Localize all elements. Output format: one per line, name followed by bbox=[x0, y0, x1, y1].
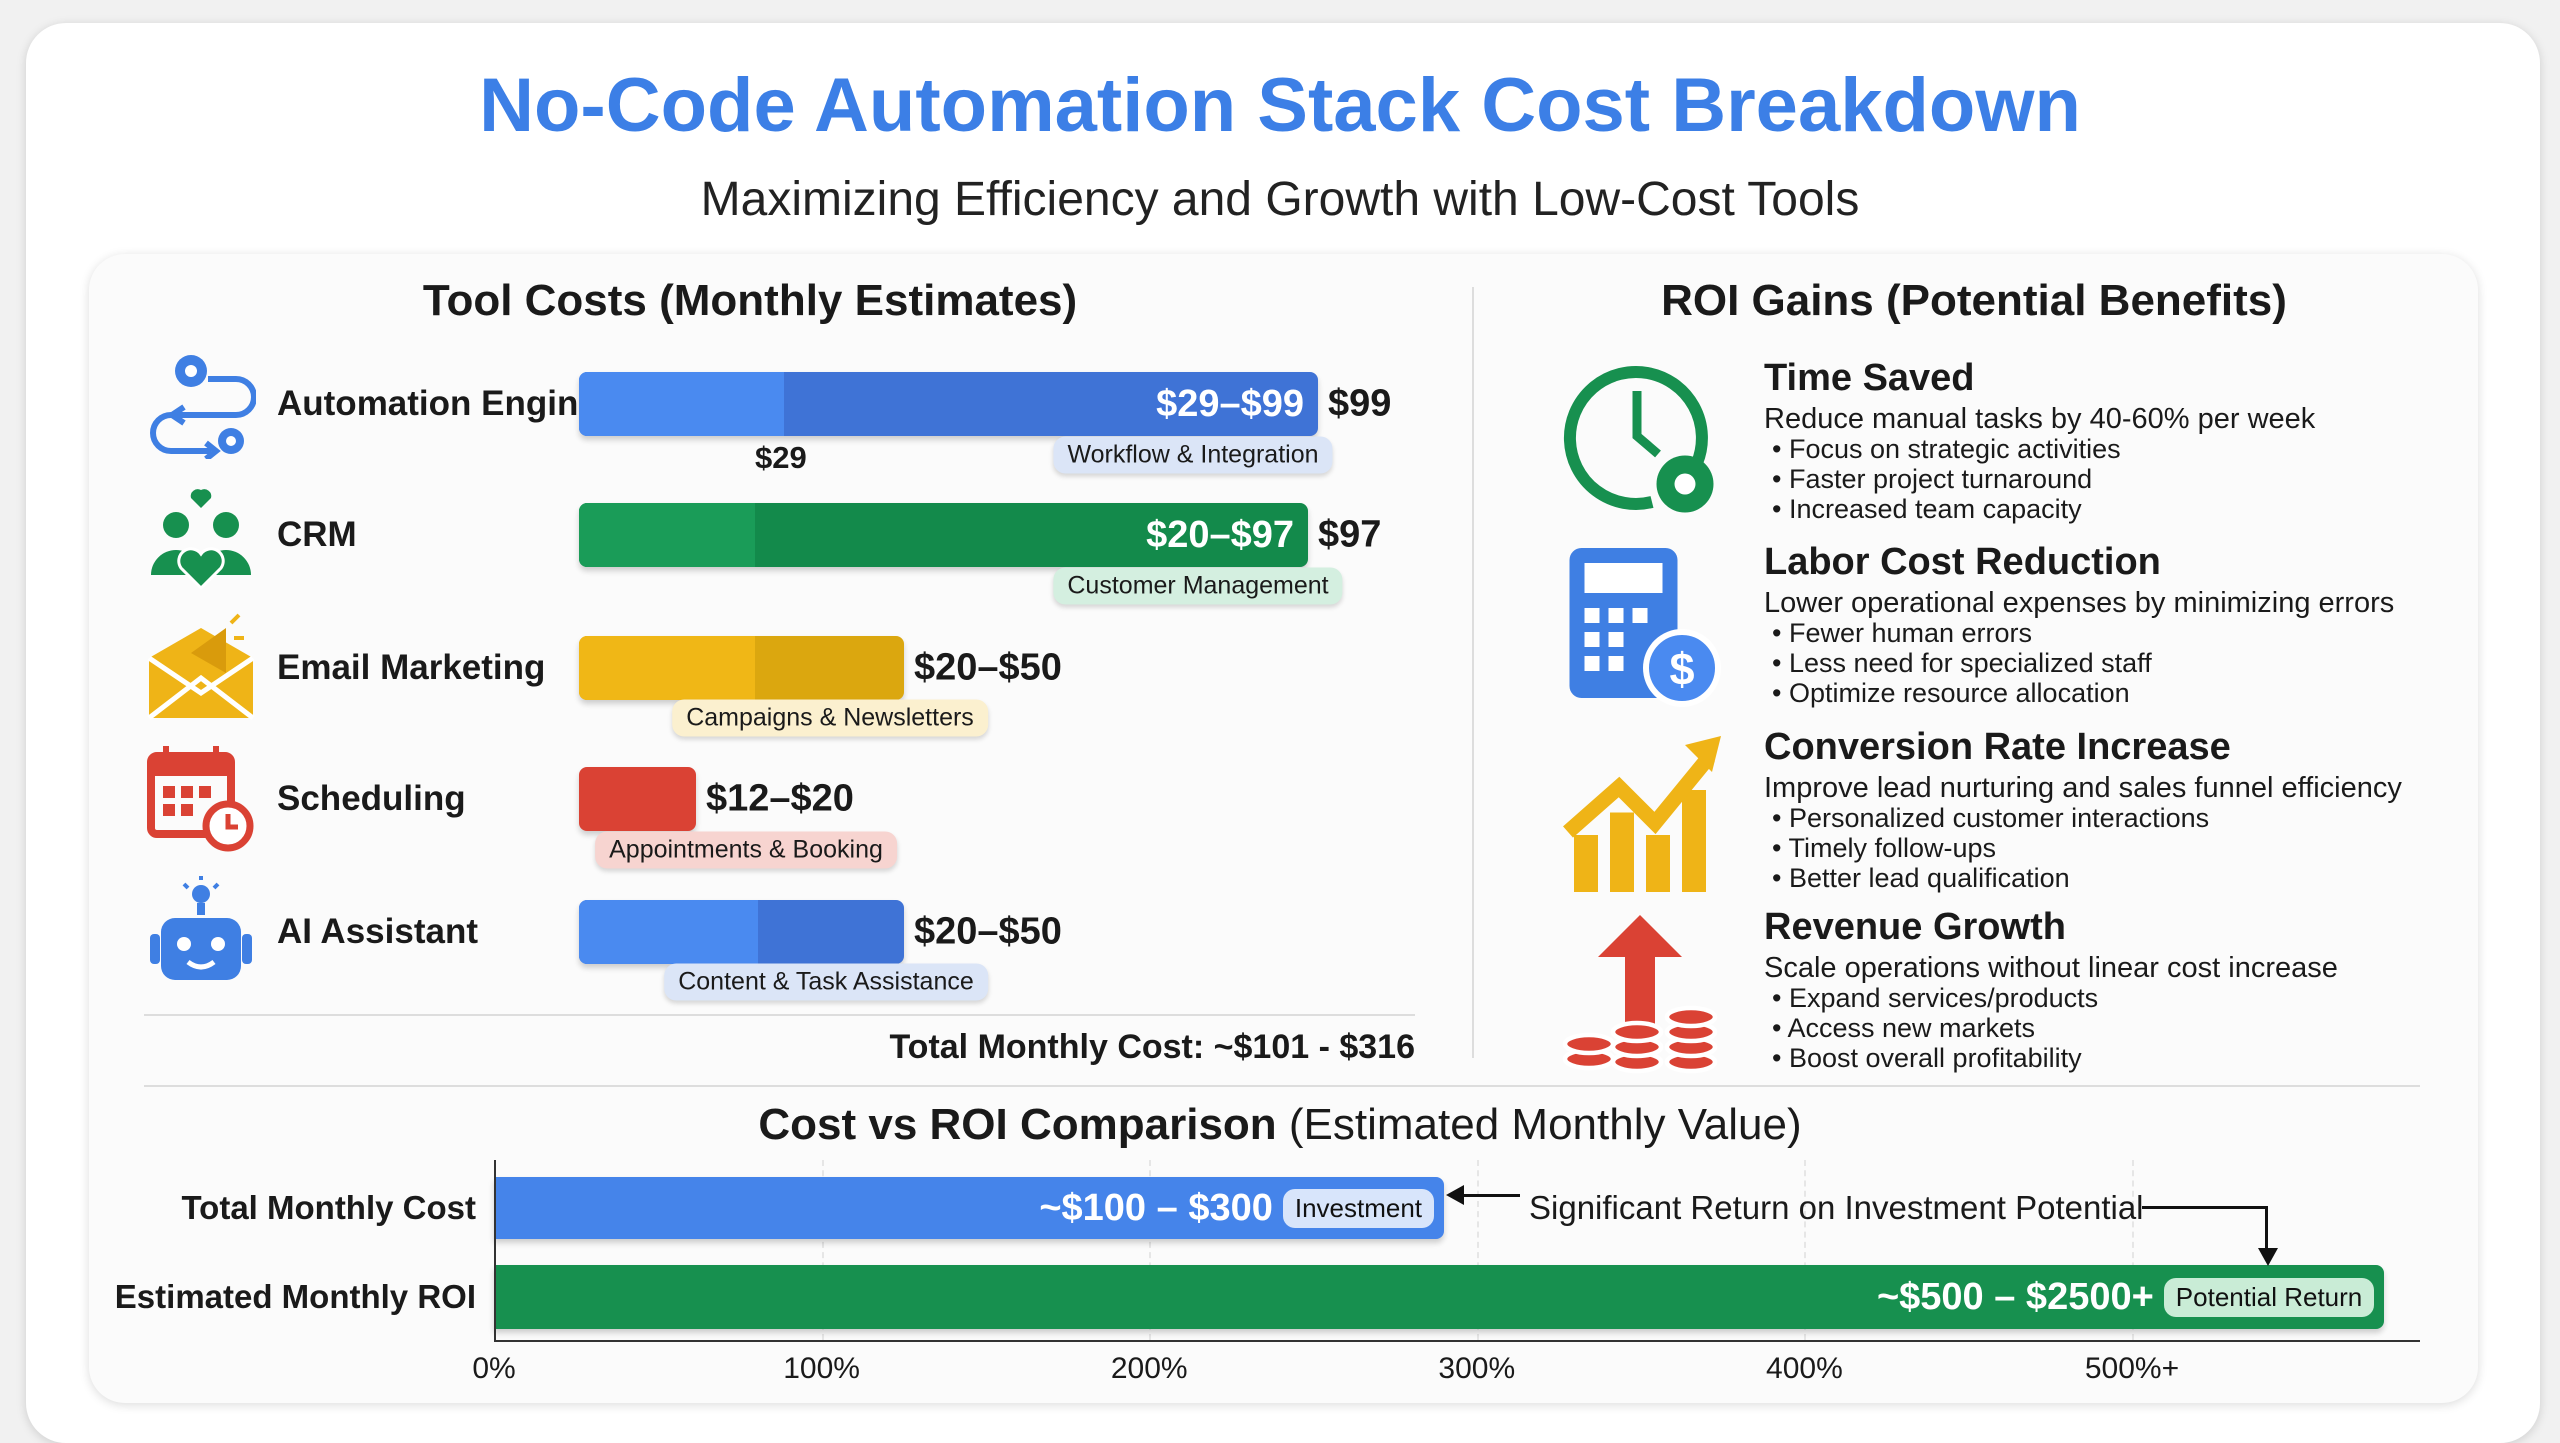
total-monthly-cost: Total Monthly Cost: ~$101 - $316 bbox=[889, 1028, 1415, 1066]
roi-description: Scale operations without linear cost inc… bbox=[1764, 952, 2338, 984]
category-tag: Workflow & Integration bbox=[1053, 436, 1333, 474]
roi-bullet: • Personalized customer interactions bbox=[1772, 803, 2210, 833]
x-tick-label: 500%+ bbox=[2084, 1352, 2180, 1385]
cost-bar-scheduling bbox=[579, 767, 696, 831]
page-title: No-Code Automation Stack Cost Breakdown bbox=[479, 63, 2081, 148]
cost-bar-email-marketing bbox=[579, 636, 904, 700]
bar-value-label: ~$500 – $2500+ bbox=[1876, 1275, 2154, 1318]
roi-bullet: • Access new markets bbox=[1772, 1013, 2036, 1043]
category-tag: Customer Management bbox=[1053, 567, 1343, 605]
page-subtitle: Maximizing Efficiency and Growth with Lo… bbox=[700, 173, 1860, 226]
tool-label-email-marketing: Email Marketing bbox=[277, 648, 546, 687]
tool-label-crm: CRM bbox=[277, 515, 357, 554]
x-tick-label: 100% bbox=[783, 1352, 860, 1385]
calendar-clock-icon bbox=[147, 746, 254, 852]
roi-bullet: • Optimize resource allocation bbox=[1772, 678, 2130, 708]
bar-tag: Investment bbox=[1282, 1188, 1435, 1228]
tool-label-automation-engine: Automation Engine bbox=[277, 384, 598, 423]
roi-annotation: Significant Return on Investment Potenti… bbox=[1529, 1189, 2144, 1226]
max-price-label: $97 bbox=[1318, 513, 1382, 556]
roi-bullet: • Increased team capacity bbox=[1772, 494, 2082, 524]
coins-arrow-icon bbox=[1562, 915, 1718, 1074]
arrowhead-icon bbox=[1446, 1185, 1464, 1205]
bar-tag: Potential Return bbox=[2163, 1277, 2375, 1317]
x-axis-line bbox=[494, 1340, 2420, 1342]
cost-range-label: $20–$50 bbox=[914, 646, 1062, 689]
calculator-dollar-icon: $ bbox=[1569, 548, 1721, 707]
annotation-arrow bbox=[1450, 1194, 1520, 1197]
cost-range-label: $20–$97 bbox=[1146, 513, 1294, 556]
svg-text:$: $ bbox=[1669, 644, 1694, 695]
comparison-title-main: Cost vs ROI Comparison bbox=[758, 1100, 1277, 1149]
robot-icon bbox=[150, 876, 252, 980]
roi-bullet: • Faster project turnaround bbox=[1772, 464, 2093, 494]
roi-bullet: • Less need for specialized staff bbox=[1772, 648, 2152, 678]
roi-bullet: • Timely follow-ups bbox=[1772, 833, 1997, 863]
roi-description: Improve lead nurturing and sales funnel … bbox=[1764, 772, 2402, 804]
category-tag: Appointments & Booking bbox=[595, 831, 897, 869]
trend-up-icon bbox=[1563, 736, 1721, 892]
cost-bar-crm: $20–$97 bbox=[579, 503, 1308, 567]
clock-gear-icon bbox=[1563, 366, 1714, 513]
x-tick-label: 0% bbox=[472, 1352, 516, 1385]
divider bbox=[144, 1085, 2420, 1087]
x-tick-label: 200% bbox=[1110, 1352, 1188, 1385]
y-axis-line bbox=[494, 1160, 496, 1342]
min-price-label: $29 bbox=[755, 440, 807, 475]
tool-label-ai-assistant: AI Assistant bbox=[277, 912, 478, 951]
gears-loop-icon bbox=[150, 355, 256, 459]
tool-costs-heading: Tool Costs (Monthly Estimates) bbox=[422, 276, 1078, 325]
gridline bbox=[1476, 1160, 1479, 1340]
roi-bullet: • Boost overall profitability bbox=[1772, 1043, 2082, 1073]
roi-title: Labor Cost Reduction bbox=[1764, 541, 2161, 583]
cost-range-label: $12–$20 bbox=[706, 777, 854, 820]
gridline bbox=[2132, 1160, 2134, 1340]
roi-title: Time Saved bbox=[1764, 357, 1975, 399]
gridline bbox=[1804, 1160, 1807, 1340]
divider bbox=[144, 1014, 1415, 1016]
roi-gains-heading: ROI Gains (Potential Benefits) bbox=[1661, 276, 2287, 325]
bar-value-label: ~$100 – $300 bbox=[1039, 1186, 1273, 1229]
cost-bar-ai-assistant bbox=[579, 900, 904, 964]
roi-bullet: • Expand services/products bbox=[1772, 983, 2099, 1013]
roi-description: Reduce manual tasks by 40-60% per week bbox=[1764, 403, 2316, 435]
cost-range-label: $29–$99 bbox=[1156, 382, 1304, 425]
y-category-label: Total Monthly Cost bbox=[181, 1189, 476, 1226]
roi-title: Revenue Growth bbox=[1764, 906, 2066, 948]
y-category-label: Estimated Monthly ROI bbox=[114, 1278, 476, 1315]
gridline bbox=[1149, 1160, 1152, 1340]
category-tag: Campaigns & Newsletters bbox=[672, 699, 988, 737]
roi-bullet: • Better lead qualification bbox=[1772, 863, 2070, 893]
category-tag: Content & Task Assistance bbox=[664, 963, 988, 1001]
comparison-bar: ~$500 – $2500+ Potential Return bbox=[494, 1265, 2385, 1329]
x-tick-label: 300% bbox=[1438, 1352, 1516, 1385]
cost-range-label: $20–$50 bbox=[914, 910, 1062, 953]
max-price-label: $99 bbox=[1328, 382, 1392, 425]
roi-bullet: • Fewer human errors bbox=[1772, 618, 2033, 648]
gridline bbox=[821, 1160, 824, 1340]
envelope-megaphone-icon bbox=[147, 613, 255, 720]
comparison-bar: ~$100 – $300 Investment bbox=[494, 1177, 1445, 1239]
roi-bullet: • Focus on strategic activities bbox=[1772, 434, 2121, 464]
arrowhead-down-icon bbox=[2258, 1248, 2278, 1266]
comparison-title-sub: (Estimated Monthly Value) bbox=[1288, 1100, 1802, 1149]
comparison-title: Cost vs ROI Comparison (Estimated Monthl… bbox=[0, 1100, 2560, 1150]
people-heart-icon bbox=[151, 489, 251, 590]
cost-bar-automation-engine: $29–$99 bbox=[579, 372, 1318, 436]
section-divider bbox=[1472, 287, 1474, 1058]
tool-label-scheduling: Scheduling bbox=[277, 779, 466, 818]
roi-title: Conversion Rate Increase bbox=[1764, 726, 2231, 768]
x-tick-label: 400% bbox=[1766, 1352, 1843, 1385]
annotation-connector bbox=[2142, 1206, 2268, 1250]
roi-description: Lower operational expenses by minimizing… bbox=[1764, 587, 2395, 619]
